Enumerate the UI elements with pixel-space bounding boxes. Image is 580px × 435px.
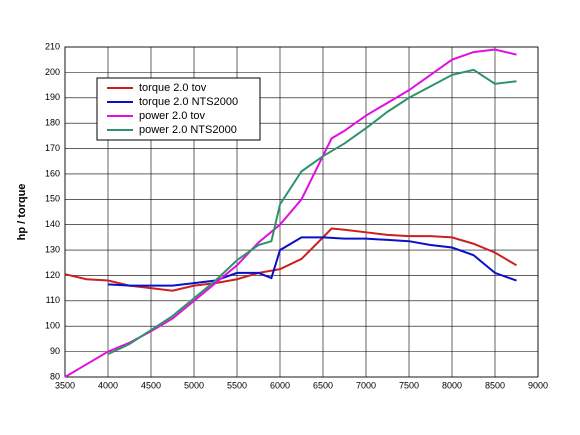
x-tick-label: 3500 (55, 380, 75, 390)
plot-border (64, 46, 539, 378)
series-line (107, 236, 517, 287)
y-tick-label: 200 (45, 67, 60, 77)
y-tick-label: 190 (45, 92, 60, 102)
x-tick-label: 7500 (399, 380, 419, 390)
legend-label: torque 2.0 NTS2000 (139, 96, 238, 108)
x-tick-label: 8500 (485, 380, 505, 390)
x-tick-label: 8000 (442, 380, 462, 390)
y-tick-label: 130 (45, 244, 60, 254)
legend-label: power 2.0 tov (139, 110, 206, 122)
legend-label: power 2.0 NTS2000 (139, 124, 237, 136)
x-tick-label: 6500 (313, 380, 333, 390)
y-tick-label: 80 (50, 371, 60, 381)
x-tick-label: 6000 (270, 380, 290, 390)
y-axis-label: hp / torque (16, 184, 28, 241)
x-tick-label: 7000 (356, 380, 376, 390)
y-tick-label: 110 (46, 295, 60, 305)
y-tick-label: 90 (50, 346, 60, 356)
y-tick-label: 180 (45, 118, 60, 128)
y-tick-label: 210 (45, 41, 60, 51)
x-tick-label: 5000 (184, 380, 204, 390)
x-tick-label: 5500 (227, 380, 247, 390)
x-tick-label: 4000 (98, 380, 118, 390)
series-line (64, 227, 518, 292)
y-tick-label: 170 (45, 143, 60, 153)
legend-label: torque 2.0 tov (139, 82, 207, 94)
y-tick-label: 160 (45, 168, 60, 178)
y-tick-label: 150 (45, 194, 60, 204)
y-tick-label: 140 (45, 219, 60, 229)
y-tick-label: 120 (45, 270, 60, 280)
series-line (107, 68, 517, 356)
x-tick-label: 9000 (528, 380, 548, 390)
x-tick-label: 4500 (141, 380, 161, 390)
y-tick-label: 100 (45, 321, 60, 331)
